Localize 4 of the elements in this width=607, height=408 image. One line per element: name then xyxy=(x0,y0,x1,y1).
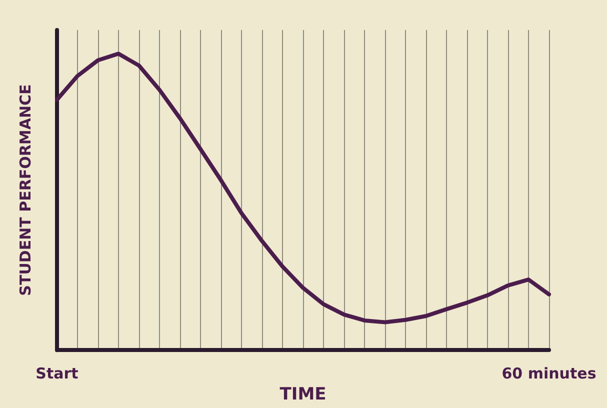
x-tick-label: 60 minutes xyxy=(502,364,596,383)
x-tick-label: Start xyxy=(36,364,78,383)
y-axis-title: STUDENT PERFORMANCE xyxy=(16,84,34,296)
x-axis-title: TIME xyxy=(280,384,326,404)
